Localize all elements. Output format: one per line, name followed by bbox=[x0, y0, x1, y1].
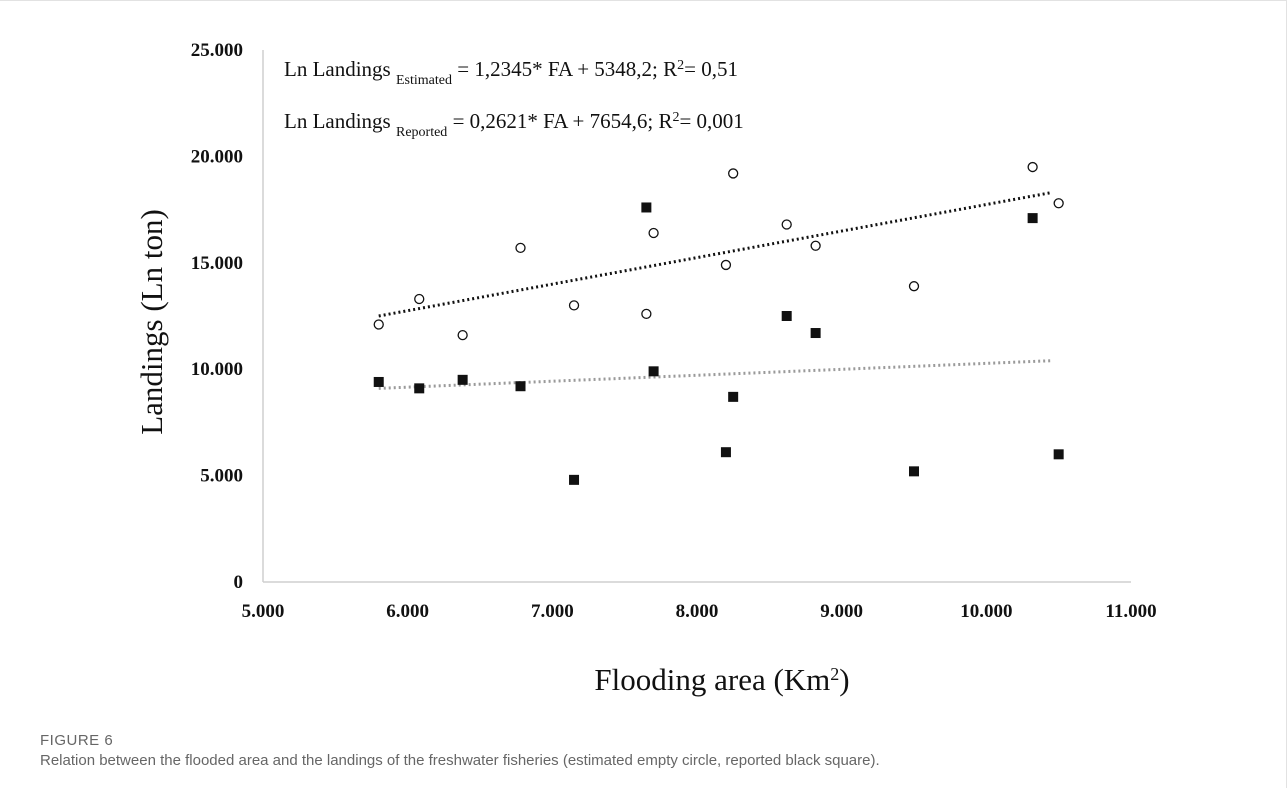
equation-2: Ln Landings Reported = 0,2621* FA + 7654… bbox=[284, 109, 744, 140]
estimated-point bbox=[641, 308, 652, 320]
reported-point bbox=[515, 381, 526, 392]
estimated-point bbox=[648, 227, 659, 239]
reported-point bbox=[373, 376, 384, 387]
y-tick-label: 25.000 bbox=[191, 40, 243, 61]
estimated-point bbox=[568, 300, 580, 311]
reported-point bbox=[1027, 213, 1038, 224]
x-tick-labels: 5.000 6.000 7.000 8.000 9.000 10.000 11.000 bbox=[242, 601, 1157, 622]
equation-1: Ln Landings Estimated = 1,2345* FA + 534… bbox=[284, 57, 738, 88]
estimated-point bbox=[414, 293, 425, 305]
estimated-point bbox=[728, 168, 739, 179]
estimated-point bbox=[720, 259, 732, 271]
reported-point bbox=[648, 366, 659, 377]
estimated-point bbox=[1027, 161, 1038, 173]
x-tick-label: 10.000 bbox=[960, 601, 1012, 622]
y-tick-label: 0 bbox=[234, 572, 244, 593]
reported-point bbox=[720, 447, 731, 458]
reported-point bbox=[909, 466, 919, 477]
y-tick-label: 15.000 bbox=[191, 253, 243, 274]
estimated-point bbox=[810, 240, 821, 251]
reported-point bbox=[728, 391, 739, 402]
estimated-point bbox=[373, 319, 384, 330]
reported-point bbox=[569, 474, 580, 485]
x-axis-title: Flooding area (Km2) bbox=[594, 662, 849, 697]
estimated-point bbox=[1053, 198, 1064, 209]
y-tick-label: 20.000 bbox=[191, 146, 243, 167]
axes bbox=[262, 50, 1131, 583]
figure-caption: Relation between the flooded area and th… bbox=[40, 752, 880, 769]
reported-point bbox=[641, 202, 652, 213]
x-tick-label: 5.000 bbox=[242, 601, 285, 622]
reported-point bbox=[457, 374, 468, 385]
reported-point bbox=[781, 311, 792, 321]
x-tick-label: 11.000 bbox=[1105, 601, 1156, 622]
estimated-point bbox=[908, 281, 920, 292]
reported-point bbox=[810, 328, 821, 339]
x-tick-label: 7.000 bbox=[531, 601, 574, 622]
estimated-point bbox=[515, 242, 526, 254]
data-points bbox=[373, 161, 1064, 485]
y-tick-label: 10.000 bbox=[191, 359, 243, 380]
equation-annotations: Ln Landings Estimated = 1,2345* FA + 534… bbox=[284, 57, 744, 140]
y-axis-title: Landings (Ln ton) bbox=[134, 209, 169, 435]
trend-line-2 bbox=[378, 359, 1052, 390]
y-tick-label: 5.000 bbox=[200, 466, 243, 487]
x-tick-label: 6.000 bbox=[386, 601, 429, 622]
y-tick-labels: 0 5.000 10.000 15.000 20.000 25.000 bbox=[191, 40, 243, 593]
x-tick-label: 8.000 bbox=[676, 601, 719, 622]
trend-lines bbox=[378, 191, 1052, 390]
reported-point bbox=[1053, 449, 1064, 460]
estimated-point bbox=[781, 219, 792, 230]
scatter-chart: 5.000 6.000 7.000 8.000 9.000 10.000 11.000 0 5… bbox=[134, 40, 1157, 697]
figure-label: FIGURE 6 bbox=[40, 732, 114, 749]
trend-line-1 bbox=[378, 191, 1052, 318]
x-tick-label: 9.000 bbox=[820, 601, 863, 622]
reported-point bbox=[414, 383, 425, 394]
estimated-point bbox=[457, 330, 468, 341]
